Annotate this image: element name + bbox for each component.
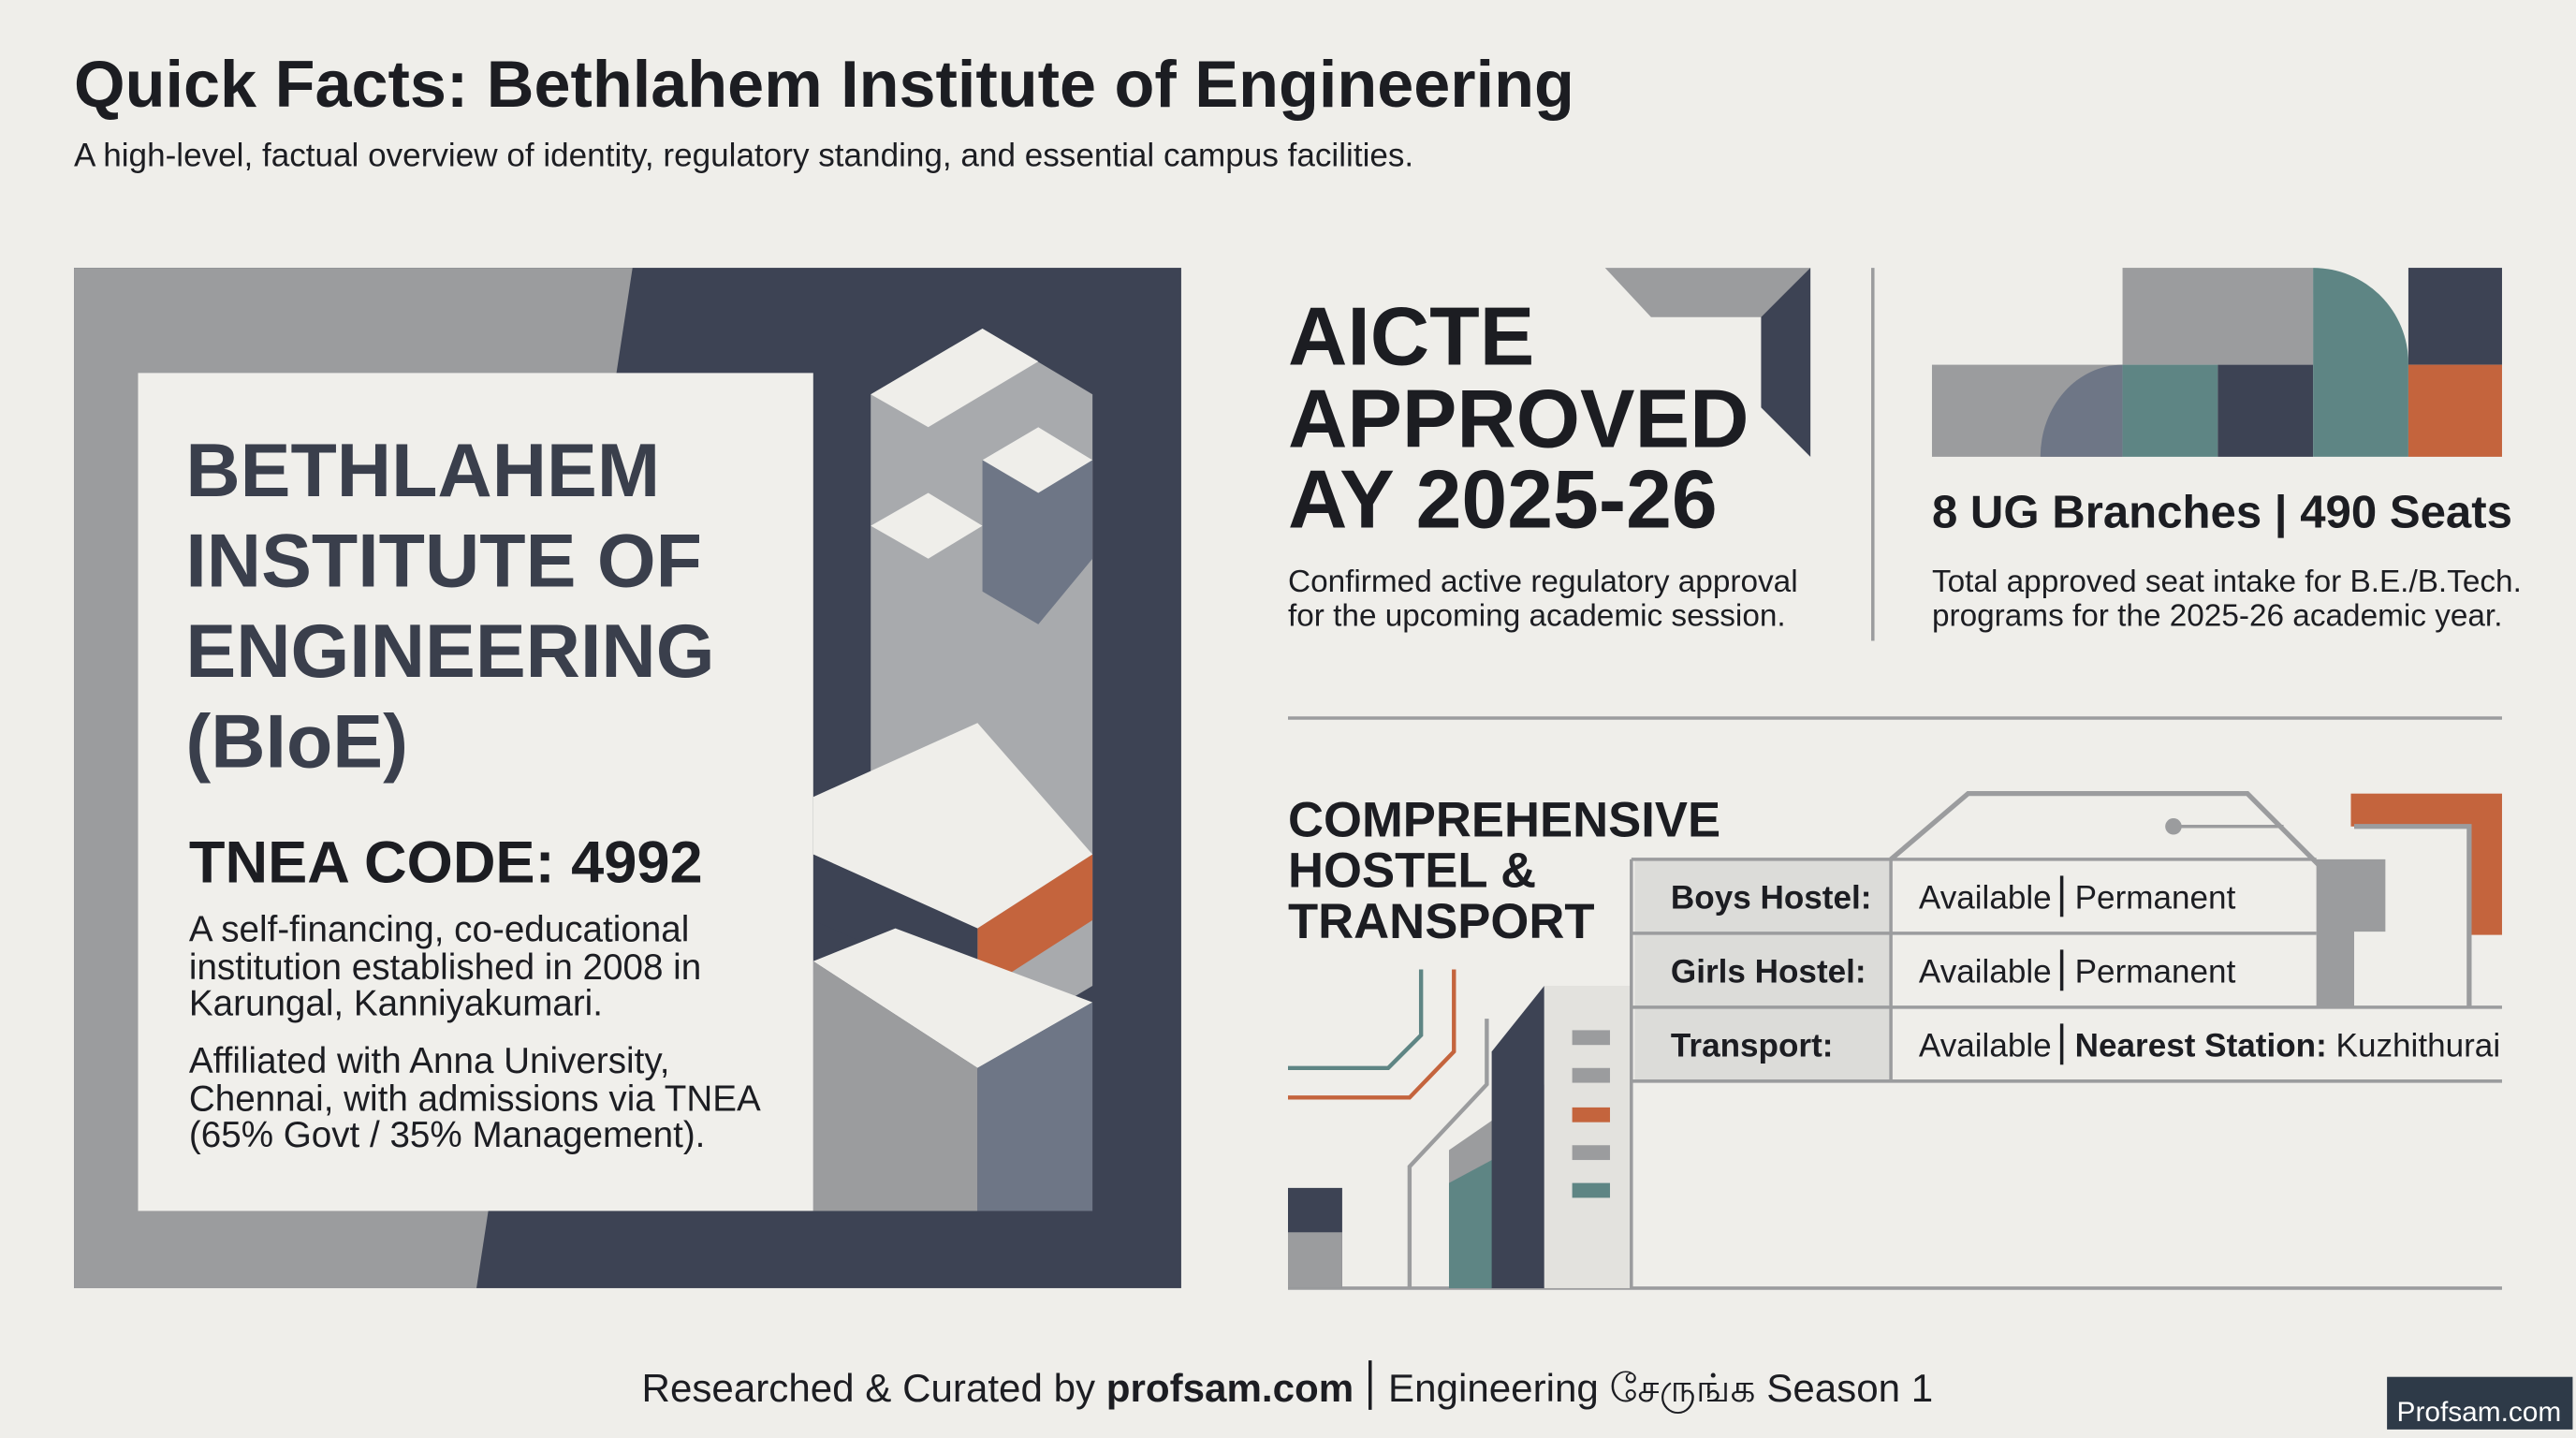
decor-rect [2408, 364, 2502, 457]
badge-background [2387, 1376, 2573, 1430]
decor-g [1631, 858, 2502, 1083]
approval-heading: AY 2025-26 [1288, 453, 1718, 545]
row-detail-label: Nearest Station: [2075, 1027, 2327, 1064]
footer-site: profsam.com [1106, 1366, 1354, 1410]
decor-polygon [2316, 858, 2386, 1007]
paragraph-line: A self-financing, co-educational [189, 910, 689, 950]
paragraph-line: (65% Govt / 35% Management). [189, 1115, 706, 1155]
row-status: Available [1919, 954, 2052, 990]
decor-polygon [1604, 268, 1811, 457]
decor-polygon [812, 723, 1093, 929]
badge: Profsam.com [2397, 1397, 2562, 1428]
intake-description: programs for the 2025-26 academic year. [1932, 599, 2503, 634]
row-detail: Kuzhithurai [2336, 1027, 2501, 1064]
decor-polygon [812, 961, 978, 1211]
row-label: Boys Hostel: [1671, 880, 1872, 917]
paragraph-line: Karungal, Kanniyakumari. [189, 984, 603, 1024]
decor-polygon [871, 492, 983, 559]
decor-rect [1572, 1107, 1610, 1123]
decor-polyline [2354, 824, 2472, 1007]
row-status: Available [1919, 1027, 2052, 1064]
intake-decor [1931, 268, 2502, 457]
paragraph-line: Affiliated with Anna University, [189, 1041, 670, 1081]
tnea-code: TNEA CODE: 4992 [189, 829, 703, 895]
facilities-heading: HOSTEL & [1288, 844, 1536, 899]
subtitle: A high-level, factual overview of identi… [74, 137, 1413, 173]
row-label: Transport: [1671, 1027, 1834, 1064]
decor-rect [1572, 1030, 1610, 1046]
decor-rect [1288, 1232, 1342, 1288]
decor-polygon [977, 854, 1093, 994]
decor-polygon [1761, 268, 1811, 457]
footer-prefix: Researched & Curated by [642, 1366, 1096, 1410]
footer-credit: Researched & Curated by profsam.com [642, 1366, 1354, 1410]
decor-rect [138, 373, 813, 1211]
decor-polyline [1288, 969, 1456, 1100]
decor-polyline [1407, 1019, 1489, 1288]
facilities-decor [1288, 716, 2502, 1290]
intake-description: Total approved seat intake for B.E./B.Te… [1932, 565, 2522, 599]
institution-name: ENGINEERING [185, 609, 714, 694]
decor-rect [2217, 364, 2314, 457]
approval-description: for the upcoming academic session. [1288, 599, 1786, 634]
decor-path [2040, 364, 2123, 457]
decor-rect [1572, 1067, 1610, 1083]
row-detail-line: Nearest Station: Kuzhithurai [2075, 1027, 2500, 1064]
decor-rect [1634, 858, 1892, 1081]
approval-decor [1604, 268, 1875, 641]
row-label: Girls Hostel: [1671, 954, 1866, 990]
row-detail: Permanent [2075, 954, 2236, 990]
decor-rect [2408, 268, 2502, 365]
row-detail: Permanent [2075, 880, 2236, 917]
decor-rect [2122, 364, 2218, 457]
decor-rect [2122, 268, 2314, 365]
decor-rect [1572, 1145, 1610, 1161]
decor-polygon [1491, 986, 1544, 1288]
footer-suffix: Engineering சேருங்க Season 1 [1388, 1366, 1933, 1414]
decor-polyline [1288, 969, 1424, 1070]
decor-path [2313, 268, 2408, 457]
facilities-heading: COMPREHENSIVE [1288, 792, 1720, 847]
paragraph-line: institution established in 2008 in [189, 947, 701, 988]
identity-panel [74, 268, 1181, 1288]
institution-name: BETHLAHEM [185, 429, 660, 513]
intake-heading: 8 UG Branches | 490 Seats [1932, 487, 2512, 538]
decor-polygon [1448, 1158, 1496, 1288]
decor-polygon [977, 1002, 1093, 1211]
institution-name: INSTITUTE OF [185, 520, 702, 604]
approval-description: Confirmed active regulatory approval [1288, 565, 1798, 599]
title: Quick Facts: Bethlahem Institute of Engi… [74, 47, 1574, 121]
decor-polygon [982, 427, 1093, 493]
row-status: Available [1919, 880, 2052, 917]
facilities-heading: TRANSPORT [1288, 894, 1595, 949]
institution-name: (BIoE) [185, 700, 408, 785]
paragraph-line: Chennai, with admissions via TNEA [189, 1078, 761, 1119]
approval-heading: APPROVED [1288, 373, 1749, 464]
decor-polygon [812, 928, 1093, 1068]
decor-rect [1572, 1182, 1610, 1198]
approval-heading: AICTE [1288, 291, 1534, 383]
decor-polygon [871, 329, 1039, 428]
